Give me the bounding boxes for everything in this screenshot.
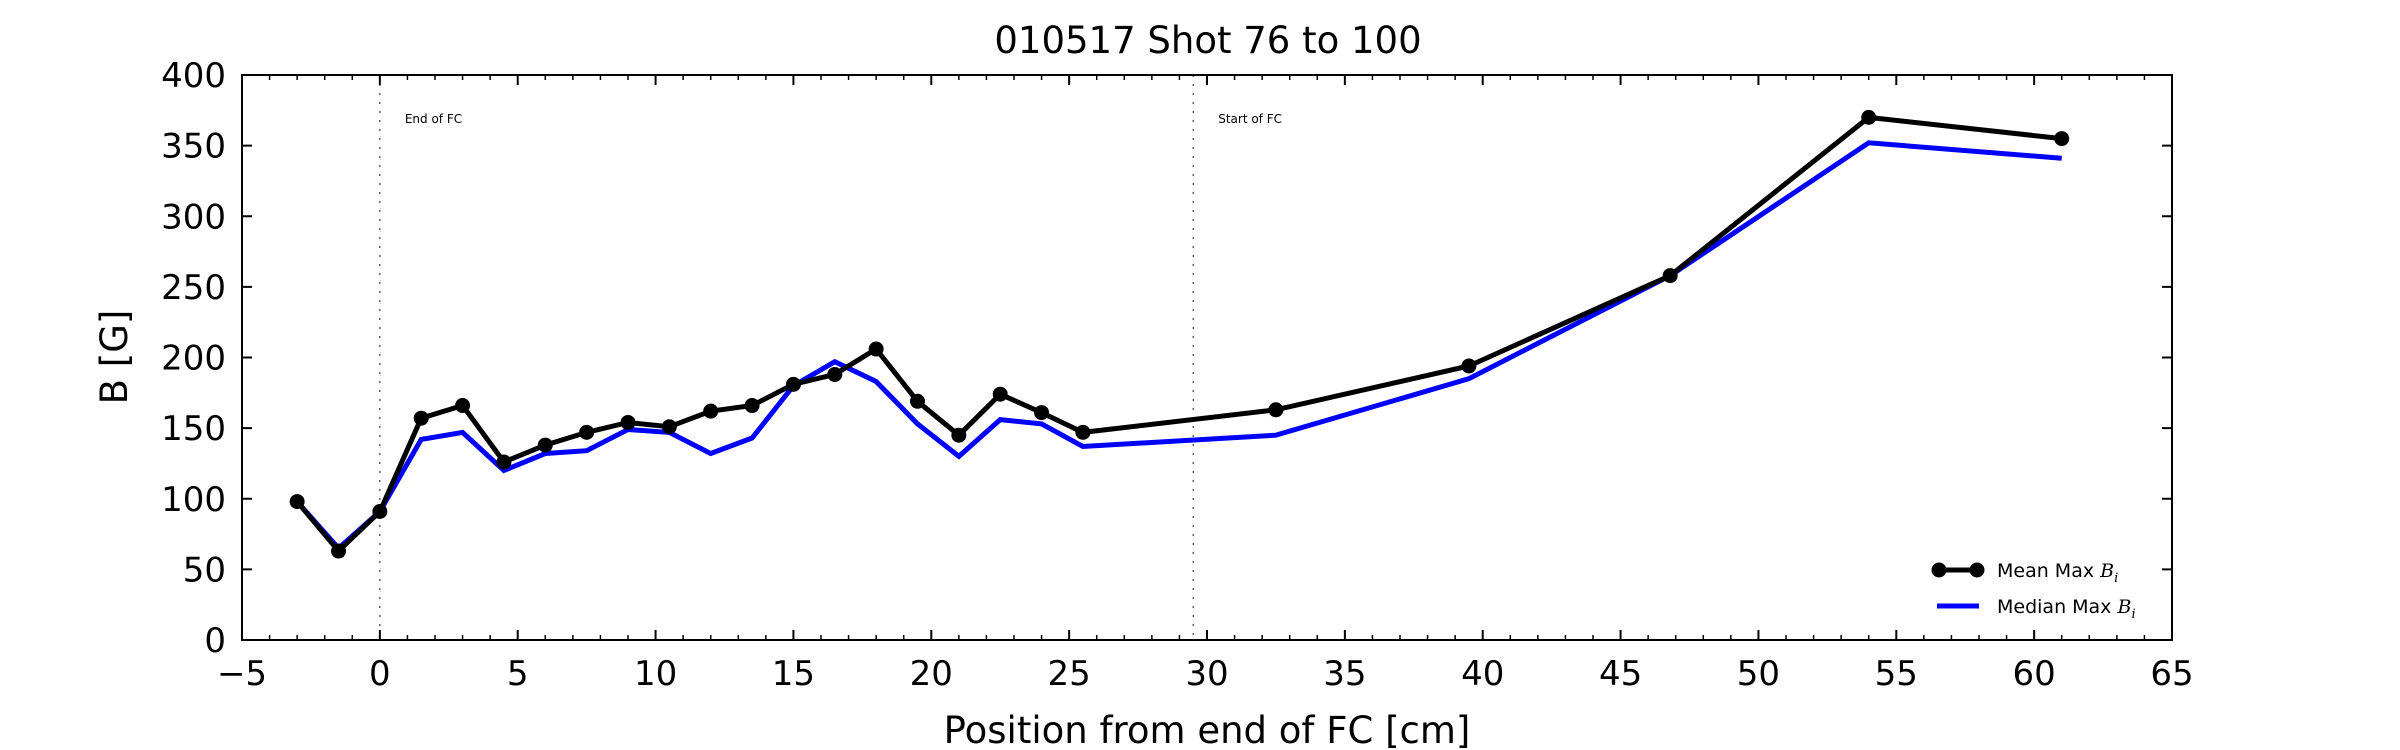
reference-line-label: End of FC — [405, 112, 462, 126]
data-point — [1861, 109, 1877, 125]
x-tick-label: 20 — [910, 654, 953, 694]
data-point — [455, 398, 471, 414]
x-tick-label: 40 — [1461, 654, 1504, 694]
y-axis-label: B [G] — [93, 310, 136, 405]
data-point — [1034, 405, 1050, 421]
x-tick-label: 55 — [1875, 654, 1918, 694]
x-tick-label: −5 — [217, 654, 267, 694]
series-group — [289, 109, 2070, 559]
y-tick-label: 200 — [161, 339, 226, 379]
x-tick-label: 50 — [1737, 654, 1780, 694]
reference-lines: End of FC Start of FC — [379, 75, 1282, 640]
data-point — [1662, 268, 1678, 284]
y-tick-label: 350 — [161, 127, 226, 167]
x-tick-label: 65 — [2150, 654, 2193, 694]
x-tick-label: 10 — [634, 654, 677, 694]
data-point — [496, 454, 512, 470]
y-tick-label: 400 — [161, 56, 226, 96]
data-point — [744, 398, 760, 414]
chart-title: 010517 Shot 76 to 100 — [994, 19, 1421, 62]
x-tick-label: 25 — [1048, 654, 1091, 694]
data-point — [413, 410, 429, 426]
data-point — [910, 393, 925, 409]
data-point — [372, 503, 388, 519]
data-point — [951, 427, 967, 443]
x-tick-label: 5 — [507, 654, 529, 694]
x-tick-label: 15 — [772, 654, 815, 694]
reference-line-label: Start of FC — [1218, 112, 1282, 126]
legend-entry-label: Mean Max Bi — [1997, 560, 2118, 586]
series-line — [295, 140, 2062, 552]
x-tick-label: 30 — [1185, 654, 1228, 694]
legend: Mean Max Bi Median Max Bi — [1931, 560, 2136, 622]
data-point — [620, 414, 636, 430]
data-point — [703, 403, 719, 419]
data-point — [289, 494, 305, 510]
y-tick-label: 300 — [161, 197, 226, 237]
y-tick-label: 50 — [183, 550, 226, 590]
x-tick-label: 60 — [2013, 654, 2056, 694]
x-tick-label: 35 — [1323, 654, 1366, 694]
data-point — [992, 386, 1008, 402]
x-axis-label: Position from end of FC [cm] — [944, 709, 1471, 750]
y-tick-label: 100 — [161, 480, 226, 520]
legend-marker — [1969, 562, 1985, 578]
x-tick-label: 45 — [1599, 654, 1642, 694]
data-point — [785, 376, 801, 392]
y-tick-label: 250 — [161, 268, 226, 308]
data-point — [868, 341, 884, 357]
data-point — [1461, 358, 1477, 374]
axis-ticks: −5 0 5 10 15 20 25 30 35 40 45 50 55 60 65050100150200… — [161, 56, 2194, 694]
legend-marker — [1931, 562, 1947, 578]
data-point — [2054, 131, 2070, 147]
data-point — [827, 366, 843, 382]
x-tick-label: 0 — [369, 654, 391, 694]
plot-frame — [241, 74, 2173, 641]
y-tick-label: 0 — [204, 621, 226, 661]
data-point — [661, 419, 677, 435]
series-line — [295, 114, 2062, 555]
data-point — [579, 424, 595, 440]
data-point — [331, 543, 346, 559]
y-tick-label: 150 — [161, 409, 226, 449]
data-point — [1075, 424, 1091, 440]
data-point — [1268, 402, 1284, 418]
legend-entry-label: Median Max Bi — [1997, 596, 2136, 622]
data-point — [537, 437, 553, 453]
